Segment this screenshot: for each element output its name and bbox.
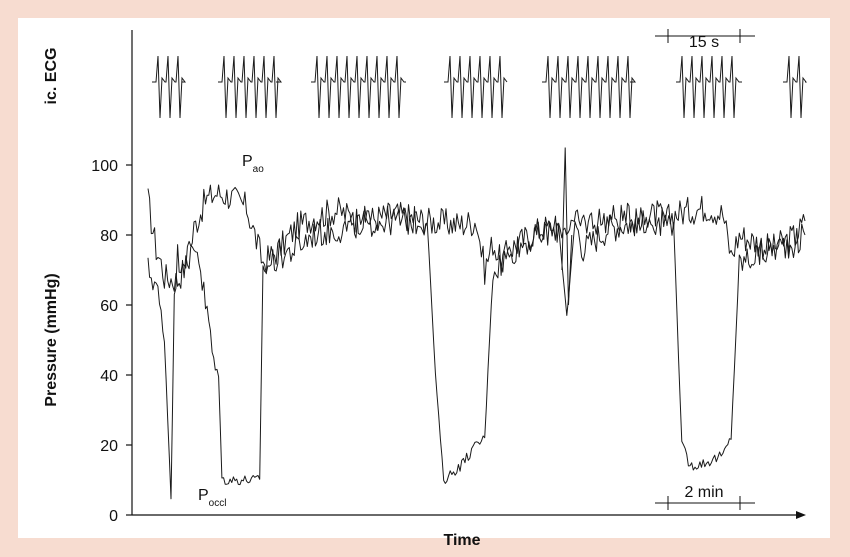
y-tick-label: 40 (100, 368, 118, 385)
annotation-pao-sub: ao (253, 164, 265, 175)
series-line-pao (147, 184, 806, 316)
y-tick-label: 60 (100, 298, 118, 315)
annotation-pocc: Poccl (198, 487, 226, 509)
artifact-spike (561, 147, 573, 306)
annotation-pao: Pao (242, 153, 264, 175)
ecg-axis-label: ic. ECG (43, 48, 60, 105)
ecg-traces (152, 55, 807, 119)
ecg-scale-bar-label: 15 s (689, 34, 719, 51)
y-tick-label: 0 (109, 508, 118, 525)
y-tick-label: 80 (100, 228, 118, 245)
y-tick-label: 20 (100, 438, 118, 455)
series-line-pocc (147, 202, 806, 500)
time-scale-bar-label: 2 min (684, 484, 723, 501)
ecg-segment (311, 55, 406, 119)
ecg-segment (152, 55, 186, 119)
axes: 0 20 40 60 80 100 (91, 29, 806, 525)
ecg-segment (676, 55, 742, 119)
ecg-segment (783, 55, 807, 119)
pressure-series (147, 147, 806, 500)
annotation-pao-main: P (242, 153, 253, 170)
ecg-segment (542, 55, 636, 119)
x-axis-arrow (796, 511, 806, 519)
annotation-pocc-main: P (198, 487, 209, 504)
ecg-segment (218, 55, 282, 119)
ecg-segment (444, 55, 508, 119)
y-axis-label: Pressure (mmHg) (43, 273, 60, 406)
annotation-pocc-sub: occl (209, 498, 227, 509)
y-tick-label: 100 (91, 158, 118, 175)
x-axis-label: Time (443, 532, 480, 549)
